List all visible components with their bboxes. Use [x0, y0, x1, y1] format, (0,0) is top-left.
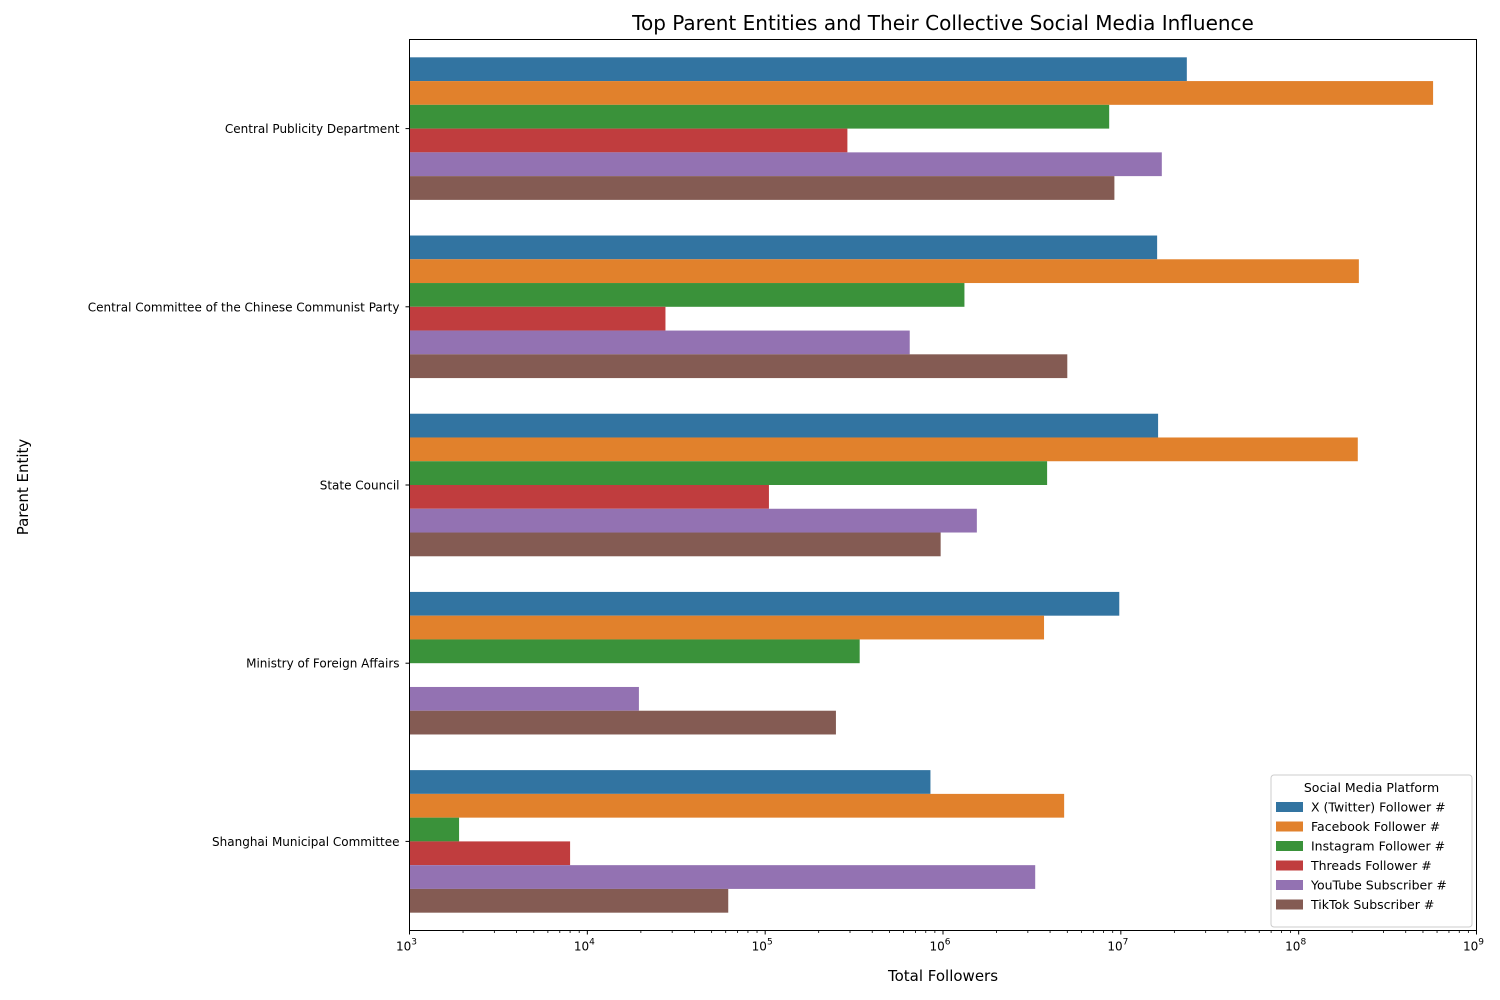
bar	[409, 104, 1110, 129]
x-tick-exponent: 7	[1123, 938, 1129, 948]
x-tick-label: 105	[752, 938, 773, 954]
bar	[409, 710, 836, 735]
legend-swatch	[1276, 802, 1303, 812]
legend-swatch	[1276, 880, 1303, 890]
bar	[409, 259, 1359, 284]
legend-swatch	[1276, 860, 1303, 871]
legend-entry: Instagram Follower #	[1311, 839, 1445, 854]
x-tick-exponent: 4	[589, 938, 595, 948]
bar	[409, 888, 729, 913]
x-axis-label: Total Followers	[887, 967, 998, 985]
legend-swatch	[1276, 821, 1303, 832]
x-tick-base: 10	[929, 940, 944, 954]
bar	[409, 615, 1045, 640]
bar	[409, 508, 977, 533]
x-tick-exponent: 3	[411, 938, 417, 948]
bar	[409, 841, 571, 866]
legend: Social Media Platform X (Twitter) Followe…	[1270, 774, 1473, 928]
x-tick-base: 10	[752, 940, 767, 954]
legend-entry: Threads Follower #	[1310, 858, 1432, 873]
x-tick-base: 10	[574, 940, 589, 954]
y-axis-categories: Central Publicity Department Central Comm…	[88, 122, 410, 849]
bar	[409, 81, 1434, 105]
bar	[409, 235, 1158, 260]
y-axis-label: Parent Entity	[14, 439, 32, 536]
bar	[409, 770, 931, 794]
bar	[409, 330, 910, 355]
legend-entry: TikTok Subscriber #	[1310, 897, 1434, 912]
legend-entry: Facebook Follower #	[1311, 819, 1440, 834]
bar	[409, 128, 848, 153]
bar	[409, 57, 1187, 82]
x-tick-label: 108	[1285, 938, 1306, 954]
bar	[409, 413, 1159, 438]
bar	[409, 532, 941, 557]
x-tick-label: 107	[1107, 938, 1128, 954]
bar	[409, 152, 1162, 177]
bar	[409, 354, 1068, 379]
x-tick-label: 109	[1463, 938, 1484, 954]
bar	[409, 817, 460, 842]
x-tick-base: 10	[1463, 940, 1478, 954]
x-tick-exponent: 5	[767, 938, 773, 948]
category-label: Shanghai Municipal Committee	[212, 835, 399, 849]
x-tick-label: 106	[929, 938, 950, 954]
category-label: Central Committee of the Chinese Communi…	[88, 300, 400, 314]
x-tick-exponent: 6	[945, 938, 951, 948]
legend-swatch	[1276, 899, 1303, 910]
bar	[409, 591, 1120, 616]
legend-swatch	[1276, 841, 1303, 851]
legend-frame	[1270, 774, 1473, 928]
category-label: Central Publicity Department	[225, 122, 400, 136]
bars-layer	[409, 57, 1434, 913]
category-label: Ministry of Foreign Affairs	[246, 657, 399, 671]
legend-entry: X (Twitter) Follower #	[1311, 800, 1446, 815]
x-tick-label: 103	[396, 938, 417, 954]
chart-title: Top Parent Entities and Their Collective…	[631, 11, 1254, 35]
bar	[409, 283, 965, 307]
bar	[409, 176, 1115, 200]
x-tick-base: 10	[396, 940, 411, 954]
x-tick-base: 10	[1285, 940, 1300, 954]
bar	[409, 865, 1036, 889]
bar	[409, 793, 1065, 818]
bar	[409, 686, 639, 711]
x-tick-label: 104	[574, 938, 595, 954]
x-tick-exponent: 9	[1478, 938, 1484, 948]
bar	[409, 437, 1358, 462]
legend-entry: YouTube Subscriber #	[1310, 878, 1447, 893]
bar	[409, 461, 1048, 485]
legend-title: Social Media Platform	[1304, 780, 1439, 795]
category-label: State Council	[320, 479, 400, 493]
bar	[409, 639, 860, 664]
bar	[409, 485, 769, 509]
bar	[409, 306, 666, 331]
x-tick-exponent: 8	[1300, 938, 1306, 948]
x-axis-ticks: 103 104 105 106 107 108 109	[396, 930, 1484, 954]
x-tick-base: 10	[1107, 940, 1122, 954]
